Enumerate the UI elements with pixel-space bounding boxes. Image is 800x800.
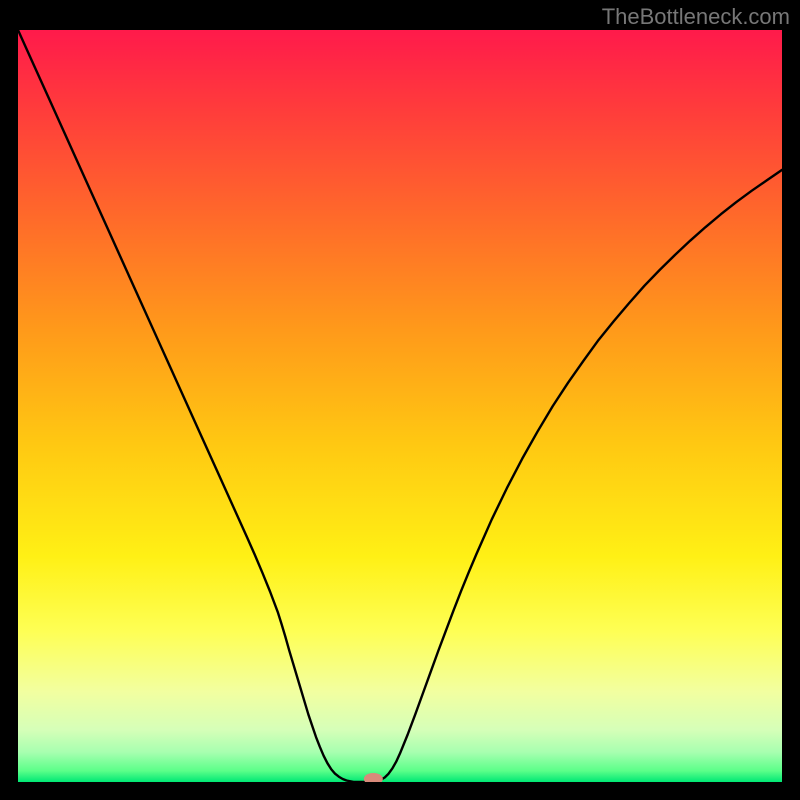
minimum-marker [364, 773, 382, 782]
watermark-text: TheBottleneck.com [602, 4, 790, 30]
curve-path [18, 30, 782, 782]
bottleneck-curve [18, 30, 782, 782]
plot-area [18, 30, 782, 782]
